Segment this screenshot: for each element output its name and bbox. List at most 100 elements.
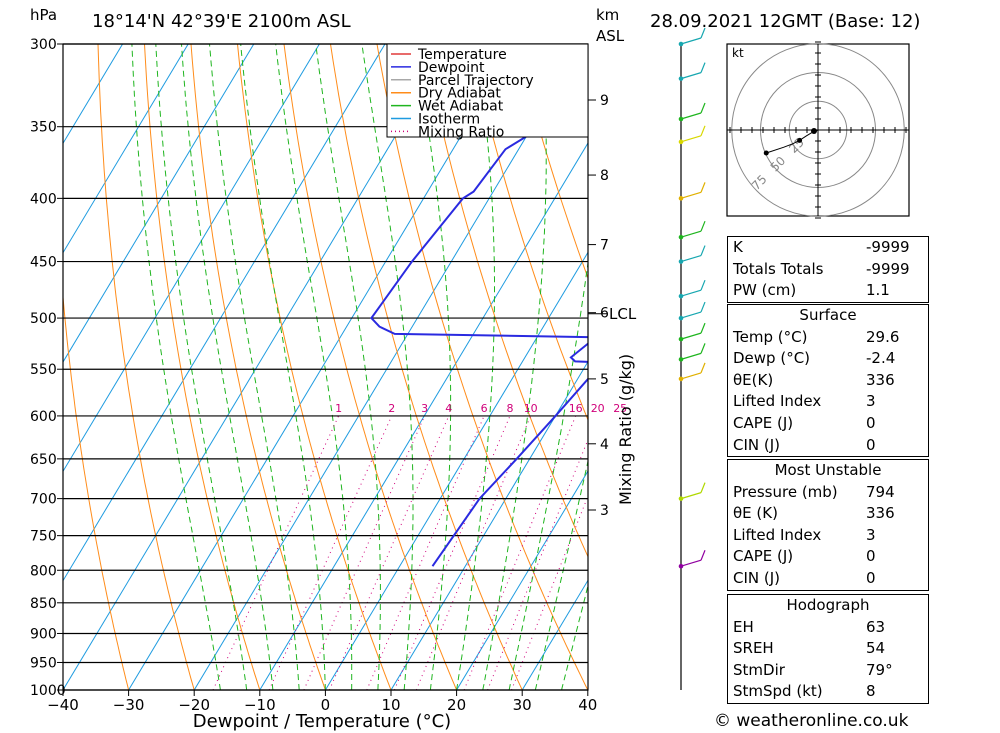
legend-item-label: Dewpoint (418, 60, 485, 76)
mu-cin-value: 0 (866, 568, 876, 587)
wind-barb-staff (680, 559, 702, 567)
wind-barb-staff (680, 332, 702, 340)
mixing-ratio-label: 2 (388, 402, 395, 415)
x-tick-label: 40 (578, 696, 597, 714)
plot-frame (62, 43, 589, 691)
hodograph-end-dot (763, 150, 769, 156)
mixing-ratio-label: 4 (445, 402, 452, 415)
wind-barb-dot (678, 563, 684, 569)
wind-barb-staff (680, 372, 702, 380)
isobars (63, 43, 588, 691)
hodograph-title: Hodograph (786, 596, 870, 614)
mixing-ratio-line (328, 415, 450, 690)
mu-pressure-value: 794 (866, 482, 895, 501)
pressure-label: 1000 (30, 683, 66, 699)
pressure-label: 800 (30, 563, 57, 579)
isotherm-line (63, 44, 255, 363)
km-tick-label: 7 (600, 238, 609, 254)
surface-li-value: 3 (866, 392, 876, 411)
wind-barb-dot (678, 315, 684, 321)
wind-barb-dot (678, 139, 684, 145)
mixing-ratio-line (212, 415, 340, 690)
legend-item-label: Isotherm (418, 112, 480, 128)
stmspd-row: StmSpd (kt) 8 (728, 681, 928, 703)
mixing-ratio-axis-label: Mixing Ratio (g/kg) (616, 354, 635, 505)
x-tick-label: 20 (447, 696, 466, 714)
mu-li-row: Lifted Index 3 (728, 525, 928, 547)
surface-cin-value: 0 (866, 435, 876, 454)
indices-panel: K -9999 Totals Totals -9999 PW (cm) 1.1 (727, 236, 929, 303)
surface-cin-row: CIN (J) 0 (728, 435, 928, 457)
wind-barb-feather (700, 220, 706, 232)
x-tick-label: −10 (244, 696, 276, 714)
surface-dewp-row: Dewp (°C) -2.4 (728, 348, 928, 370)
lcl-label: LCL (609, 305, 637, 323)
pw-value: 1.1 (866, 281, 890, 300)
km-tick-label: 8 (600, 168, 609, 184)
x-tick-label: 0 (321, 696, 331, 714)
parcel-trajectory-line (624, 44, 713, 566)
x-tick-label: −30 (113, 696, 145, 714)
profile-curves (370, 44, 713, 567)
pw-row: PW (cm) 1.1 (728, 280, 928, 302)
dry-adiabat-line (283, 44, 458, 690)
surface-panel: Surface Temp (°C) 29.6 Dewp (°C) -2.4 θE(K… (727, 304, 929, 458)
x-tick-label: 10 (381, 696, 400, 714)
wind-barbs (678, 27, 706, 690)
totals-totals-row: Totals Totals -9999 (728, 259, 928, 281)
wet-adiabat-line (240, 44, 326, 690)
pressure-label: 550 (30, 362, 57, 378)
wind-barb-dot (678, 357, 684, 362)
axes: 1 2 3 4 6 8 10 16 20 2530035040045050055060065070… (30, 37, 637, 714)
wind-barb-feather (700, 322, 706, 334)
surface-temp-value: 29.6 (866, 327, 900, 346)
pressure-label: 900 (30, 626, 57, 642)
surface-theta-value: 336 (866, 370, 895, 389)
wind-barb-staff (680, 112, 702, 120)
wind-barb-feather (700, 27, 706, 39)
k-index-row: K -9999 (728, 237, 928, 259)
surface-cape-row: CAPE (J) 0 (728, 413, 928, 435)
surface-dewp-value: -2.4 (866, 349, 896, 368)
wind-barb-feather (700, 343, 706, 354)
stmdir-row: StmDir 79° (728, 660, 928, 682)
dewpoint-line (370, 44, 588, 567)
credit-link[interactable]: © weatheronline.co.uk (714, 711, 909, 731)
wind-barb-dot (678, 376, 684, 382)
km-label: km (596, 6, 619, 24)
surface-title: Surface (799, 306, 857, 324)
hodograph-storm-dot (811, 128, 817, 134)
wet-adiabat-line (131, 44, 221, 690)
surface-cape-value: 0 (866, 413, 876, 432)
wind-barb-dot (678, 196, 684, 201)
eh-value: 63 (866, 617, 886, 636)
pressure-label: 650 (30, 452, 57, 468)
wind-barb-staff (680, 135, 702, 143)
hodograph-panel: Hodograph EH 63 SREH 54 StmDir 79° StmSpd (… (727, 594, 929, 704)
wind-barb-dot (678, 41, 684, 47)
isotherm-line (324, 251, 588, 690)
wind-barb-feather (700, 125, 706, 137)
mu-cape-value: 0 (866, 547, 876, 566)
wet-adiabat-line (209, 44, 300, 690)
x-axis-label: Dewpoint / Temperature (°C) (193, 711, 451, 732)
wind-barb-feather (700, 245, 706, 256)
isotherm-line (259, 142, 588, 690)
mu-cape-row: CAPE (J) 0 (728, 546, 928, 568)
x-tick-label: −40 (47, 696, 79, 714)
isotherm-line (63, 44, 386, 582)
mixing-ratio-label: 8 (507, 402, 514, 415)
sreh-row: SREH 54 (728, 638, 928, 660)
mixing-ratio-label: 10 (524, 402, 538, 415)
wind-barb-feather (700, 279, 706, 291)
isotherm-line (390, 360, 588, 690)
pressure-label: 600 (30, 409, 57, 425)
surface-theta-row: θE(K) 336 (728, 370, 928, 392)
mixing-ratio-line (366, 415, 485, 690)
wind-barb-staff (680, 311, 702, 319)
wind-barb-staff (680, 289, 702, 297)
surface-temp-row: Temp (°C) 29.6 (728, 327, 928, 349)
wet-adiabat-line (456, 44, 495, 690)
